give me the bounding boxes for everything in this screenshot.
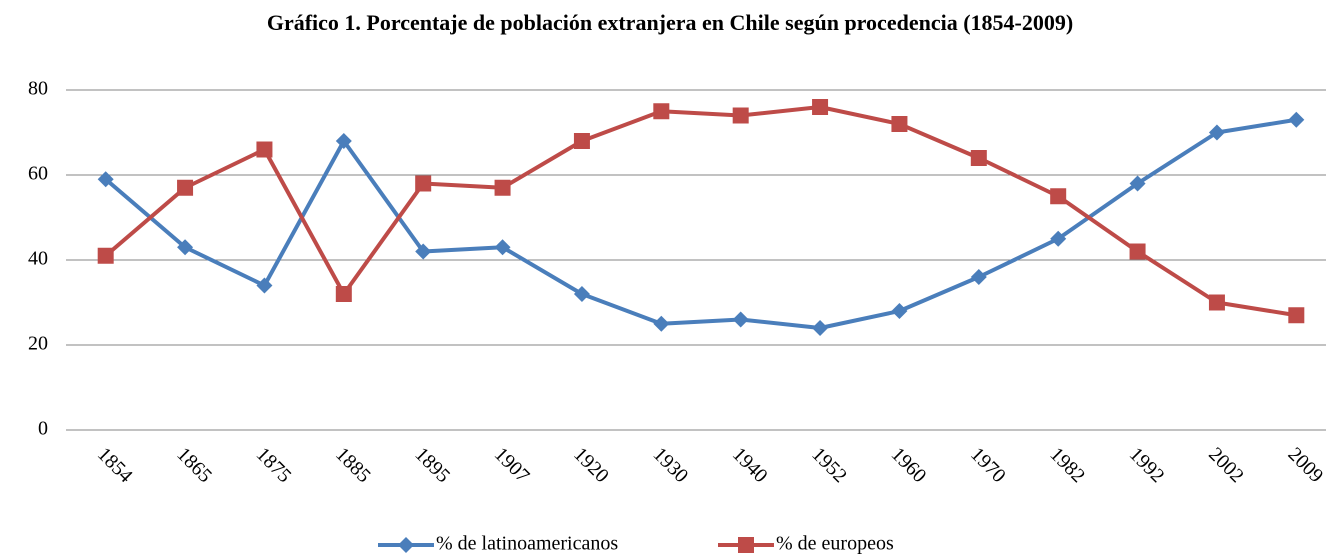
point-marker [494, 239, 511, 256]
point-marker [653, 103, 670, 120]
point-marker [1208, 294, 1225, 311]
point-marker [970, 269, 987, 285]
x-tick-label: 1907 [490, 443, 534, 487]
y-tick-label: 60 [28, 163, 48, 185]
point-marker [415, 175, 432, 192]
y-tick-label: 40 [28, 248, 48, 270]
point-marker [1050, 188, 1067, 205]
legend-label: % de europeos [776, 533, 894, 555]
x-tick-label: 2009 [1284, 443, 1328, 487]
point-marker [1288, 307, 1305, 324]
point-marker [1129, 243, 1146, 260]
x-tick-label: 1992 [1125, 443, 1169, 487]
x-tick-label: 2002 [1204, 443, 1248, 487]
chart-title: Gráfico 1. Porcentaje de población extra… [266, 10, 1074, 35]
point-marker [970, 150, 987, 166]
point-marker [177, 239, 194, 256]
point-marker [335, 133, 352, 149]
legend-label: % de latinoamericanos [436, 533, 618, 555]
point-marker [97, 171, 114, 188]
point-marker [812, 99, 829, 115]
point-marker [732, 311, 749, 328]
point-marker [415, 243, 432, 260]
y-tick-label: 0 [38, 418, 48, 440]
point-marker [573, 286, 590, 302]
x-tick-label: 1952 [807, 443, 851, 487]
point-marker [1050, 230, 1067, 247]
x-tick-label: 1970 [966, 443, 1010, 487]
x-tick-label: 1982 [1045, 443, 1089, 487]
point-marker [494, 179, 511, 196]
point-marker [653, 315, 670, 332]
point-marker [891, 116, 908, 132]
x-tick-label: 1875 [252, 443, 296, 487]
point-marker [177, 179, 194, 196]
y-tick-label: 20 [28, 333, 48, 355]
x-tick-label: 1930 [649, 443, 693, 487]
legend-marker [738, 537, 754, 553]
x-tick-label: 1960 [887, 443, 931, 487]
x-tick-label: 1895 [410, 443, 454, 487]
x-tick-label: 1940 [728, 443, 772, 487]
point-marker [1129, 175, 1146, 192]
x-tick-label: 1854 [93, 443, 137, 487]
point-marker [256, 141, 273, 158]
x-tick-label: 1865 [172, 443, 216, 487]
x-tick-label: 1920 [569, 443, 613, 487]
point-marker [256, 277, 273, 294]
y-tick-label: 80 [28, 78, 48, 100]
series-line [104, 117, 1297, 330]
point-marker [335, 286, 352, 302]
point-marker [1208, 124, 1225, 141]
legend-marker [398, 537, 414, 553]
point-marker [891, 303, 908, 319]
point-marker [812, 320, 829, 336]
point-marker [1288, 111, 1305, 128]
series-line [104, 105, 1297, 318]
point-marker [97, 247, 114, 264]
point-marker [573, 133, 590, 149]
x-tick-label: 1885 [331, 443, 375, 487]
point-marker [732, 107, 749, 124]
